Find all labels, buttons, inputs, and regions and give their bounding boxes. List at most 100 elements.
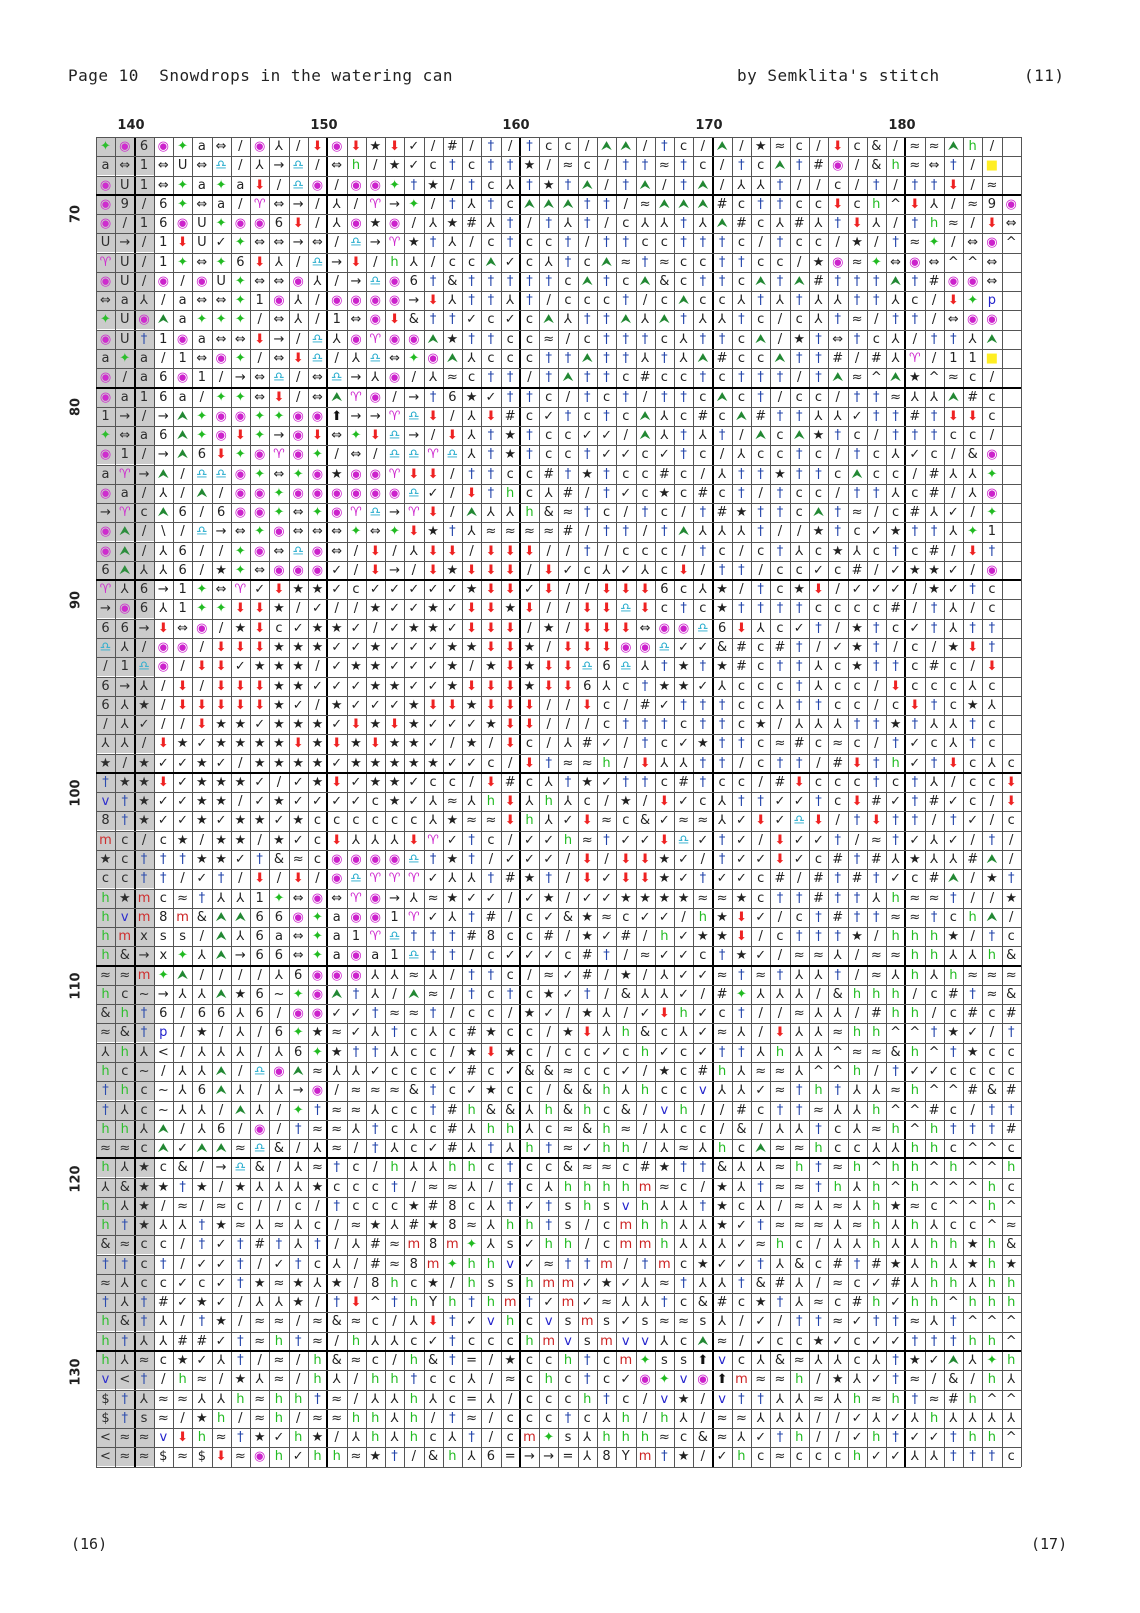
stitch-cell: ✓ xyxy=(601,929,612,945)
grid-line-vertical xyxy=(385,137,387,1467)
stitch-cell: v xyxy=(544,1314,553,1330)
stitch-cell: & xyxy=(986,1083,997,1099)
stitch-cell: ★ xyxy=(253,755,266,771)
stitch-cell: ⬇ xyxy=(504,543,516,559)
stitch-cell: / xyxy=(450,736,455,752)
stitch-cell: / xyxy=(430,196,436,212)
stitch-cell: / xyxy=(739,582,744,598)
stitch-cell: ◉ xyxy=(388,216,401,232)
stitch-cell: c xyxy=(776,562,784,578)
stitch-cell: c xyxy=(660,774,668,790)
stitch-cell: / xyxy=(353,1391,359,1407)
stitch-cell: † xyxy=(873,871,880,887)
grid-line-horizontal xyxy=(96,734,1021,736)
stitch-cell: ◉ xyxy=(369,389,381,405)
stitch-cell: ⮝ xyxy=(115,560,135,580)
stitch-cell: ♎ xyxy=(369,350,382,366)
stitch-cell: ✦ xyxy=(639,1353,651,1368)
stitch-cell: ⅄ xyxy=(853,1198,861,1214)
stitch-cell: c xyxy=(468,158,476,174)
stitch-cell: † xyxy=(795,601,803,617)
stitch-cell: ⮝ xyxy=(215,1141,227,1157)
stitch-cell: † xyxy=(834,1083,842,1099)
stitch-cell xyxy=(1002,561,1021,580)
stitch-cell: h xyxy=(698,909,707,925)
stitch-cell: ✓ xyxy=(389,620,400,636)
stitch-cell: 6 xyxy=(134,599,154,619)
stitch-cell: c xyxy=(853,428,861,444)
stitch-cell: c xyxy=(1007,755,1015,771)
stitch-cell: c xyxy=(891,774,900,790)
stitch-cell: 6 xyxy=(115,618,135,638)
stitch-cell: ⅄ xyxy=(756,177,765,193)
stitch-cell: → xyxy=(389,505,400,521)
stitch-cell: † xyxy=(718,832,726,848)
stitch-cell: ⬇ xyxy=(909,697,921,713)
stitch-cell: ≈ xyxy=(967,967,979,983)
stitch-cell: ♎ xyxy=(369,505,382,521)
stitch-cell: / xyxy=(970,929,975,945)
stitch-cell: ♈ xyxy=(350,505,362,521)
stitch-cell: / xyxy=(835,620,840,636)
stitch-cell: ≈ xyxy=(157,1391,169,1407)
stitch-cell: / xyxy=(1008,909,1014,925)
stitch-cell: ★ xyxy=(234,620,247,636)
stitch-cell: / xyxy=(295,389,301,405)
stitch-cell: ★ xyxy=(504,447,516,463)
stitch-cell: / xyxy=(199,1198,205,1214)
stitch-cell: ⅄ xyxy=(756,1410,765,1426)
stitch-cell: ⬇ xyxy=(504,620,516,636)
stitch-cell: # xyxy=(408,1218,420,1234)
stitch-cell: ⮝ xyxy=(292,1063,304,1079)
stitch-cell: # xyxy=(466,1063,478,1079)
stitch-cell: ⅄ xyxy=(910,1410,919,1426)
stitch-cell: c xyxy=(680,466,688,482)
stitch-cell: ✓ xyxy=(331,562,343,578)
stitch-cell: ✓ xyxy=(832,640,844,656)
stitch-cell: # xyxy=(177,1333,189,1349)
stitch-cell xyxy=(1002,677,1021,696)
stitch-cell: ✓ xyxy=(909,1063,921,1079)
stitch-cell: 9 xyxy=(987,196,997,212)
stitch-cell: ★ xyxy=(96,849,115,869)
stitch-cell: / xyxy=(134,194,154,214)
stitch-cell: ✓ xyxy=(215,813,227,829)
stitch-cell: ≈ xyxy=(157,1410,169,1426)
stitch-cell: ✓ xyxy=(581,1141,593,1157)
stitch-cell: ⇔ xyxy=(639,620,651,636)
stitch-cell: ★ xyxy=(311,1179,324,1195)
stitch-cell: ★ xyxy=(134,772,154,792)
stitch-cell: / xyxy=(134,271,154,291)
stitch-cell: m xyxy=(96,830,115,850)
stitch-cell: ✓ xyxy=(331,717,343,733)
stitch-cell: ✓ xyxy=(601,447,612,463)
grid-line-horizontal xyxy=(96,445,1021,447)
stitch-cell: / xyxy=(931,1372,937,1388)
stitch-cell: c xyxy=(834,774,842,790)
stitch-cell: / xyxy=(180,273,185,289)
stitch-cell: / xyxy=(585,1237,590,1253)
stitch-cell: h xyxy=(96,1216,115,1236)
stitch-cell: c xyxy=(410,1275,418,1291)
stitch-cell: ★ xyxy=(542,890,555,906)
stitch-cell: † xyxy=(237,1256,244,1272)
stitch-cell: † xyxy=(564,235,572,251)
stitch-cell: † xyxy=(757,466,764,482)
stitch-cell: ★ xyxy=(96,753,115,773)
stitch-cell: # xyxy=(427,1198,439,1214)
grid-line-horizontal xyxy=(96,676,1021,678)
stitch-cell: $ xyxy=(96,1389,115,1409)
stitch-cell: ≈ xyxy=(909,1314,921,1330)
stitch-cell: & xyxy=(273,851,284,867)
stitch-cell: ⅄ xyxy=(467,350,476,366)
stitch-cell: ⅄ xyxy=(814,678,823,694)
stitch-cell: † xyxy=(545,350,552,366)
stitch-cell: ⅄ xyxy=(641,312,650,328)
stitch-cell: ★ xyxy=(697,736,709,752)
stitch-cell: → xyxy=(292,196,304,212)
stitch-cell: ⮝ xyxy=(581,177,593,193)
stitch-cell: ⮝ xyxy=(331,389,343,405)
stitch-cell: c xyxy=(313,1218,322,1234)
stitch-cell: c xyxy=(949,697,957,713)
grid-line-vertical xyxy=(326,137,329,1467)
